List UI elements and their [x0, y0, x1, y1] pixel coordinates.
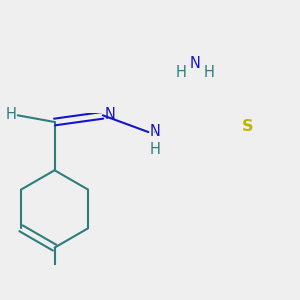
Text: N: N	[104, 107, 115, 122]
Text: H: H	[176, 65, 187, 80]
Text: H: H	[150, 142, 161, 157]
Text: H: H	[204, 65, 214, 80]
Text: S: S	[242, 119, 253, 134]
Text: N: N	[150, 124, 161, 139]
Text: N: N	[190, 56, 201, 71]
Text: H: H	[5, 107, 16, 122]
